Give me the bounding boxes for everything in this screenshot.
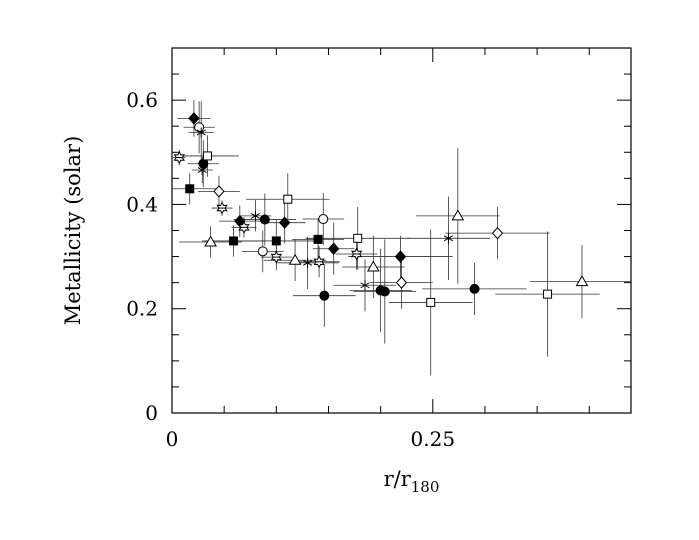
- y-tick-labels: 0 0.2 0.4 0.6: [126, 88, 158, 425]
- x-tick-label: 0.25: [411, 427, 456, 451]
- x-tick-labels: 0 0.25: [166, 427, 455, 451]
- x-axis-title-main: r/r: [384, 467, 412, 491]
- open-diamond-marker: [395, 276, 408, 289]
- open-triangle-marker: [575, 275, 589, 287]
- open-square-marker: [283, 194, 293, 204]
- y-tick-label: 0.4: [126, 192, 158, 216]
- filled-circle-marker: [259, 214, 270, 225]
- x-tick-label: 0: [166, 427, 179, 451]
- star-marker: [313, 255, 325, 269]
- filled-square-marker: [271, 236, 281, 246]
- open-square-marker: [202, 151, 212, 161]
- open-diamond-marker: [491, 226, 504, 240]
- open-square-marker: [426, 297, 436, 307]
- filled-square-marker: [185, 184, 195, 194]
- asterisk-marker: [443, 233, 454, 244]
- open-triangle-marker: [451, 209, 465, 221]
- x-axis-title-subscript: 180: [411, 478, 440, 496]
- asterisk-marker: [303, 257, 313, 268]
- open-triangle-marker: [204, 235, 217, 247]
- error-bars: [172, 100, 631, 376]
- open-square-marker: [543, 289, 553, 299]
- star-marker: [350, 247, 363, 261]
- y-tick-label: 0: [145, 401, 158, 425]
- data-markers: [173, 112, 589, 307]
- asterisk-marker: [250, 210, 261, 221]
- filled-circle-marker: [198, 158, 209, 169]
- open-triangle-marker: [288, 253, 302, 265]
- y-tick-label: 0.2: [126, 297, 158, 321]
- filled-diamond-marker: [328, 242, 340, 255]
- filled-diamond-marker: [278, 216, 291, 229]
- filled-diamond-marker: [188, 112, 200, 125]
- filled-square-marker: [229, 236, 239, 246]
- open-circle-marker: [318, 214, 329, 225]
- star-marker: [238, 220, 250, 234]
- asterisk-marker: [360, 280, 370, 291]
- filled-square-marker: [313, 234, 323, 244]
- x-axis-title: r/r180: [384, 467, 440, 496]
- star-marker: [270, 250, 283, 264]
- asterisk-marker: [197, 165, 207, 176]
- filled-circle-marker: [469, 283, 480, 294]
- open-circle-marker: [194, 122, 205, 133]
- y-axis-title: Metallicity (solar): [61, 136, 85, 326]
- open-square-marker: [353, 233, 363, 243]
- star-marker: [216, 201, 228, 215]
- filled-diamond-marker: [394, 250, 407, 263]
- open-diamond-marker: [213, 185, 225, 198]
- minor-ticks: [172, 47, 631, 413]
- major-ticks: [171, 48, 631, 414]
- filled-circle-marker: [379, 286, 390, 297]
- y-tick-label: 0.6: [126, 88, 158, 112]
- star-marker: [173, 150, 186, 165]
- open-circle-marker: [257, 246, 268, 257]
- asterisk-marker: [196, 127, 206, 138]
- open-triangle-marker: [366, 260, 380, 272]
- filled-diamond-marker: [234, 214, 246, 228]
- filled-circle-marker: [319, 290, 330, 301]
